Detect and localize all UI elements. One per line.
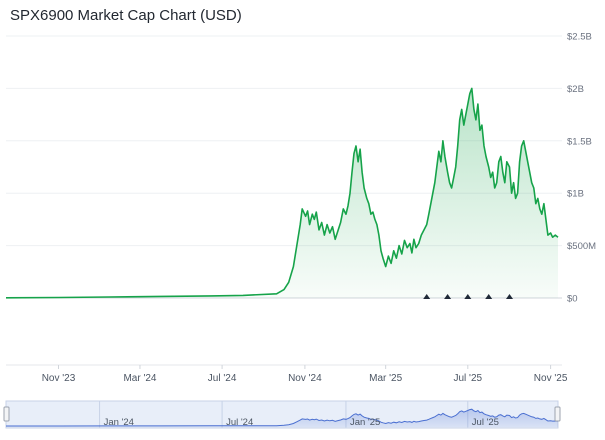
- page-title: SPX6900 Market Cap Chart (USD): [10, 7, 242, 24]
- x-tick-label: Nov '23: [42, 373, 76, 384]
- x-tick-label: Mar '24: [123, 373, 156, 384]
- y-axis: $0 $500M $1B $1.5B $2B $2.5B: [567, 32, 596, 305]
- event-markers: [423, 294, 513, 299]
- x-tick-label: Nov '25: [534, 373, 568, 384]
- x-tick-label: Nov '24: [288, 373, 322, 384]
- y-tick-label: $2B: [567, 84, 584, 95]
- x-tick-label: Mar '25: [369, 373, 402, 384]
- y-tick-label: $500M: [567, 241, 596, 252]
- market-cap-line: [5, 87, 559, 299]
- y-tick-label: $0: [567, 294, 578, 305]
- navigator-line: [6, 408, 559, 427]
- x-axis: Nov '23 Mar '24 Jul '24 Nov '24 Mar '25 Jul '…: [42, 365, 568, 384]
- event-marker[interactable]: [506, 294, 513, 299]
- event-marker[interactable]: [464, 294, 472, 299]
- y-tick-label: $1B: [567, 189, 584, 200]
- y-tick-label: $2.5B: [567, 32, 592, 43]
- navigator-handle-left[interactable]: [3, 406, 10, 422]
- x-tick-label: Jul '24: [208, 373, 237, 384]
- event-marker[interactable]: [444, 294, 452, 299]
- x-tick-label: Jul '25: [453, 373, 482, 384]
- navigator-handle-right[interactable]: [554, 406, 561, 422]
- navigator-tick-label: Jul '24: [226, 417, 253, 428]
- navigator-area: [6, 409, 558, 427]
- navigator-axis: Jan '24 Jul '24 Jan '25 Jul '25: [104, 417, 499, 428]
- event-marker[interactable]: [485, 294, 493, 299]
- y-tick-label: $1.5B: [567, 136, 592, 147]
- market-cap-area: [6, 88, 558, 299]
- event-marker[interactable]: [423, 294, 431, 299]
- navigator-tick-label: Jan '24: [104, 417, 134, 428]
- navigator-tick-label: Jul '25: [472, 417, 499, 428]
- navigator-tick-label: Jan '25: [350, 417, 380, 428]
